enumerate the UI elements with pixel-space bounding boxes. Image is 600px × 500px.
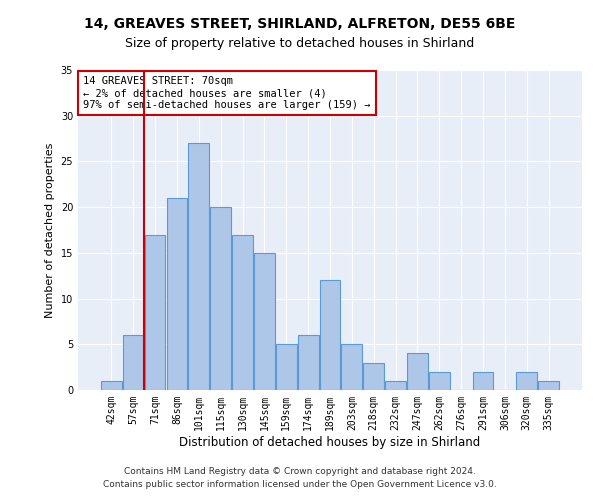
Text: 14 GREAVES STREET: 70sqm
← 2% of detached houses are smaller (4)
97% of semi-det: 14 GREAVES STREET: 70sqm ← 2% of detache…: [83, 76, 371, 110]
Text: Contains HM Land Registry data © Crown copyright and database right 2024.: Contains HM Land Registry data © Crown c…: [124, 467, 476, 476]
Bar: [473, 372, 493, 390]
Bar: [341, 344, 362, 390]
Bar: [188, 143, 209, 390]
Bar: [298, 335, 319, 390]
Text: 14, GREAVES STREET, SHIRLAND, ALFRETON, DE55 6BE: 14, GREAVES STREET, SHIRLAND, ALFRETON, …: [85, 18, 515, 32]
Bar: [276, 344, 296, 390]
Bar: [517, 372, 537, 390]
X-axis label: Distribution of detached houses by size in Shirland: Distribution of detached houses by size …: [179, 436, 481, 448]
Bar: [320, 280, 340, 390]
Text: Contains public sector information licensed under the Open Government Licence v3: Contains public sector information licen…: [103, 480, 497, 489]
Bar: [101, 381, 122, 390]
Bar: [232, 234, 253, 390]
Bar: [167, 198, 187, 390]
Bar: [407, 354, 428, 390]
Bar: [429, 372, 450, 390]
Y-axis label: Number of detached properties: Number of detached properties: [45, 142, 55, 318]
Bar: [538, 381, 559, 390]
Bar: [123, 335, 143, 390]
Text: Size of property relative to detached houses in Shirland: Size of property relative to detached ho…: [125, 38, 475, 51]
Bar: [210, 207, 231, 390]
Bar: [385, 381, 406, 390]
Bar: [364, 362, 384, 390]
Bar: [145, 234, 166, 390]
Bar: [254, 253, 275, 390]
